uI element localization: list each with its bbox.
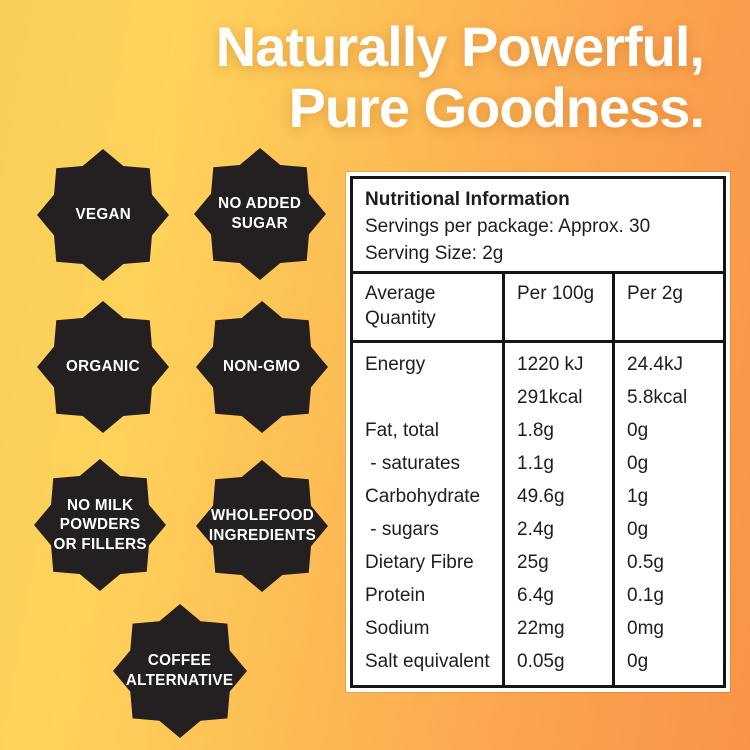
nutrition-header: Nutritional Information Servings per pac… [353, 179, 723, 274]
headline-line1: Naturally Powerful, [215, 15, 705, 78]
headline: Naturally Powerful, Pure Goodness. [215, 15, 705, 140]
badge-organic-label: ORGANIC [66, 358, 140, 376]
per-2g-value: 0g [627, 651, 649, 672]
nutrient-name: Salt equivalent [365, 651, 490, 672]
badge-coffee-alternative: COFFEE ALTERNATIVE [113, 604, 247, 738]
column-header-per-2g: Per 2g [612, 274, 723, 340]
per-2g-column: 24.4kJ 5.8kcal 0g 0g 1g 0g 0.5g 0.1g 0mg 0g [612, 343, 723, 685]
nutrient-name-column: Energy Fat, total - saturates Carbohydrate… [353, 343, 502, 685]
per-2g-value: 24.4kJ [627, 354, 683, 375]
nutrient-name: - sugars [365, 519, 439, 540]
per-100g-value: 2.4g [517, 519, 554, 540]
per-100g-value: 1220 kJ [517, 354, 584, 375]
nutrient-name: Fat, total [365, 420, 439, 441]
column-header-row: Average Quantity Per 100g Per 2g [353, 274, 723, 343]
badge-no-milk-powders: NO MILK POWDERS OR FILLERS [34, 459, 166, 591]
nutrient-name: Sodium [365, 618, 430, 639]
nutrition-body: Energy Fat, total - saturates Carbohydrate… [353, 343, 723, 685]
badge-vegan-label: VEGAN [75, 206, 131, 224]
nutrient-name: Dietary Fibre [365, 552, 474, 573]
nutrient-name: - saturates [365, 453, 461, 474]
nutrient-name [353, 381, 502, 414]
badge-wholefood-ingredients: WHOLEFOOD INGREDIENTS [196, 460, 328, 592]
headline-line2: Pure Goodness. [288, 76, 705, 140]
per-2g-value: 0.5g [627, 552, 664, 573]
badge-vegan: VEGAN [37, 149, 169, 281]
nutrition-table: Nutritional Information Servings per pac… [350, 176, 726, 688]
per-2g-value: 5.8kcal [627, 387, 688, 408]
per-2g-value: 0g [627, 420, 649, 441]
badge-no-milk-powders-label: NO MILK POWDERS OR FILLERS [53, 496, 147, 553]
badge-wholefood-ingredients-label: WHOLEFOOD INGREDIENTS [208, 507, 316, 544]
per-100g-value: 1.8g [517, 420, 554, 441]
per-2g-value: 0g [627, 453, 649, 474]
per-2g-value: 1g [627, 486, 649, 507]
per-100g-value: 22mg [517, 618, 565, 639]
servings-per-package: Servings per package: Approx. 30 [365, 216, 651, 237]
per-100g-value: 6.4g [517, 585, 554, 606]
per-100g-value: 0.05g [517, 651, 565, 672]
per-100g-value: 1.1g [517, 453, 554, 474]
badge-non-gmo-label: NON-GMO [223, 358, 301, 376]
badge-non-gmo: NON-GMO [196, 301, 328, 433]
badge-coffee-alternative-label: COFFEE ALTERNATIVE [126, 652, 234, 689]
column-header-average-quantity: Average Quantity [365, 283, 436, 329]
per-2g-value: 0.1g [627, 585, 664, 606]
serving-size: Serving Size: 2g [365, 243, 504, 264]
per-100g-value: 291kcal [517, 387, 583, 408]
nutrient-name: Carbohydrate [365, 486, 481, 507]
badge-no-added-sugar-label: NO ADDED SUGAR [218, 195, 302, 232]
nutrition-panel: Nutritional Information Servings per pac… [346, 172, 730, 692]
nutrition-title: Nutritional Information [365, 189, 570, 210]
per-100g-value: 25g [517, 552, 549, 573]
per-100g-column: 1220 kJ 291kcal 1.8g 1.1g 49.6g 2.4g 25g 6.4g 22… [502, 343, 612, 685]
per-100g-value: 49.6g [517, 486, 565, 507]
nutrient-name: Protein [365, 585, 426, 606]
nutrient-name: Energy [365, 354, 426, 375]
badge-no-added-sugar: NO ADDED SUGAR [194, 148, 326, 280]
column-header-per-100g: Per 100g [502, 274, 612, 340]
per-2g-value: 0mg [627, 618, 664, 639]
badge-organic: ORGANIC [37, 301, 169, 433]
per-2g-value: 0g [627, 519, 649, 540]
